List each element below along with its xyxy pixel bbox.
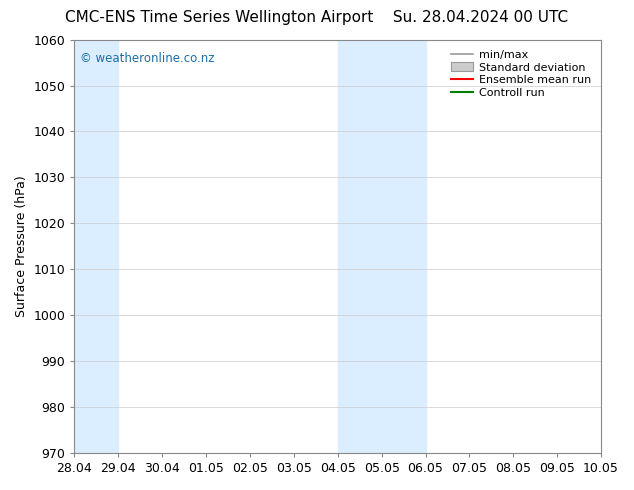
- Legend: min/max, Standard deviation, Ensemble mean run, Controll run: min/max, Standard deviation, Ensemble me…: [446, 45, 595, 103]
- Y-axis label: Surface Pressure (hPa): Surface Pressure (hPa): [15, 175, 28, 317]
- Text: © weatheronline.co.nz: © weatheronline.co.nz: [80, 52, 214, 65]
- Bar: [382, 40, 425, 453]
- Text: CMC-ENS Time Series Wellington Airport    Su. 28.04.2024 00 UTC: CMC-ENS Time Series Wellington Airport S…: [65, 10, 569, 25]
- Bar: [338, 40, 382, 453]
- Bar: [74, 40, 119, 453]
